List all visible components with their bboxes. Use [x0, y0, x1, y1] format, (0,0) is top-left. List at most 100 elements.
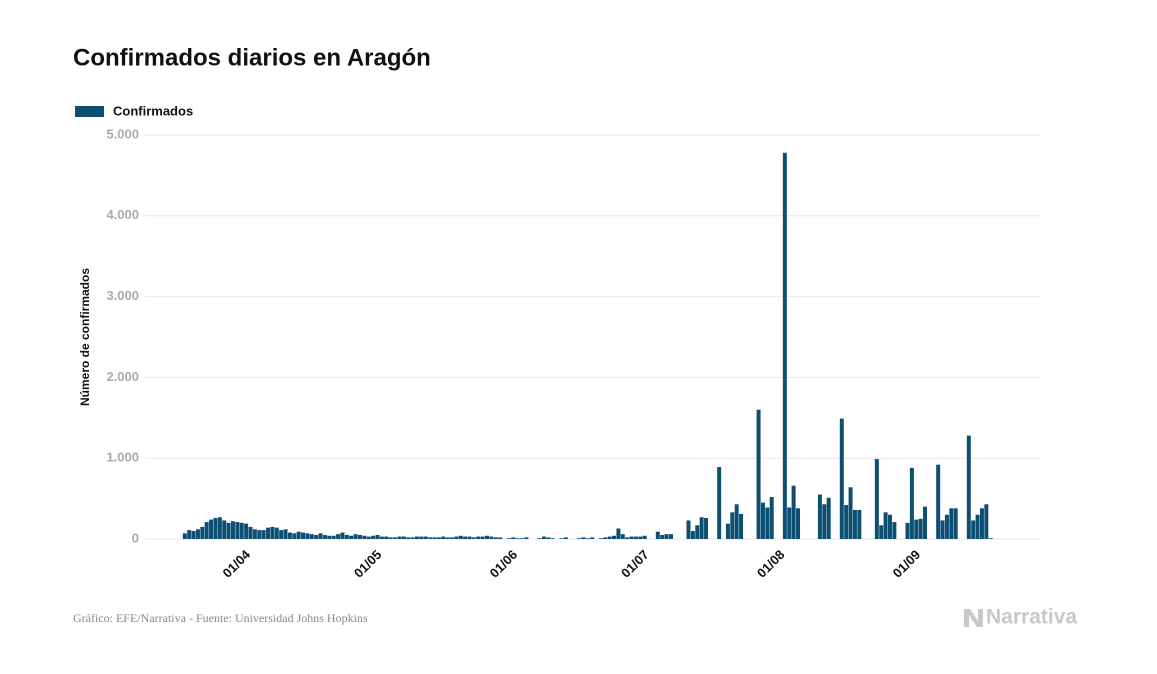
bar [410, 537, 415, 539]
bar [428, 537, 433, 539]
bar [603, 537, 608, 539]
bar [739, 513, 744, 539]
bar [506, 538, 511, 539]
bar [476, 536, 481, 539]
bar [629, 536, 634, 539]
bar [314, 534, 319, 539]
bar [822, 504, 827, 539]
bar [309, 534, 314, 539]
bar [620, 534, 625, 539]
bar [498, 537, 503, 539]
bar [327, 535, 332, 539]
bar [375, 534, 380, 539]
bar [362, 535, 367, 539]
bar [222, 520, 227, 539]
x-tick-label: 01/09 [890, 547, 924, 581]
bar [537, 538, 542, 539]
bar [541, 536, 546, 539]
legend-label: Confirmados [113, 103, 193, 118]
bar [261, 530, 266, 539]
bar [195, 529, 200, 539]
x-tick-label: 01/04 [219, 546, 253, 580]
bar [379, 536, 384, 539]
bar [305, 533, 310, 539]
y-tick-label: 2.000 [106, 369, 139, 384]
bar [441, 536, 446, 539]
bar [909, 467, 914, 539]
bar [717, 467, 722, 539]
bar [668, 534, 673, 539]
bar [839, 418, 844, 539]
bar [883, 512, 888, 539]
x-tick-label: 01/07 [618, 547, 652, 581]
bar [432, 537, 437, 539]
bar [734, 504, 739, 539]
bar [559, 538, 564, 539]
bar [520, 538, 525, 539]
bar [852, 509, 857, 539]
bar [765, 507, 770, 539]
bar [546, 537, 551, 539]
bar [581, 537, 586, 539]
bar [283, 529, 288, 539]
bar [489, 536, 494, 539]
bar [358, 534, 362, 539]
bar [817, 494, 822, 539]
bar [270, 526, 275, 539]
bar [388, 537, 393, 539]
bar [397, 536, 402, 539]
y-tick-label: 1.000 [106, 450, 139, 465]
bar [393, 537, 398, 539]
bar [449, 537, 454, 539]
bar [336, 534, 341, 539]
bar [274, 527, 279, 539]
bar [419, 536, 424, 539]
bar [371, 535, 376, 539]
bar [585, 538, 590, 539]
bar [563, 537, 568, 539]
bar [287, 532, 292, 539]
bar [244, 523, 249, 539]
bar [366, 536, 371, 539]
bar [209, 519, 214, 539]
bar [756, 409, 761, 539]
bar [660, 534, 665, 539]
bar [226, 522, 231, 539]
bar [590, 537, 595, 539]
bar [782, 152, 787, 539]
bar [187, 530, 192, 539]
bar [616, 528, 621, 539]
bar [971, 520, 976, 539]
bar [252, 529, 257, 539]
bar [436, 537, 441, 539]
bar [887, 514, 892, 539]
bar [953, 508, 958, 539]
bar [892, 522, 897, 539]
bar [598, 538, 603, 539]
bar [988, 538, 993, 539]
bar [322, 534, 327, 539]
bar [414, 536, 419, 539]
bar [340, 532, 345, 539]
chart-title: Confirmados diarios en Aragón [73, 44, 431, 71]
bar [879, 525, 884, 539]
bar [940, 520, 945, 539]
y-axis-label: Número de confirmados [78, 268, 92, 406]
bar [515, 538, 520, 539]
y-tick-label: 4.000 [106, 207, 139, 222]
y-tick-label: 3.000 [106, 288, 139, 303]
bar [191, 530, 196, 539]
bar [266, 527, 271, 539]
bar [936, 464, 941, 539]
bar [690, 530, 695, 539]
bar [248, 526, 253, 539]
bar [655, 531, 660, 539]
bar [550, 538, 555, 539]
bar [454, 536, 459, 539]
bar [704, 517, 709, 539]
bar [918, 518, 923, 539]
bar [844, 505, 849, 539]
bar [182, 533, 187, 539]
bar [905, 522, 910, 539]
